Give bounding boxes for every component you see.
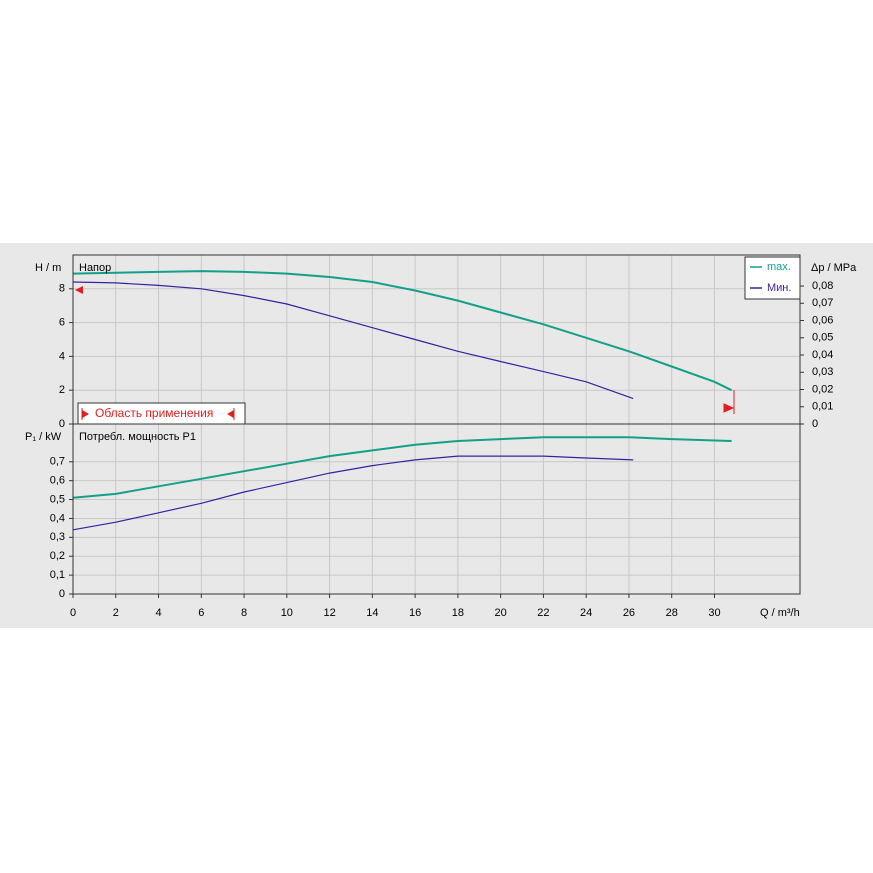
x-tick-label: 14: [366, 607, 378, 619]
y-tick-label: 0,7: [50, 456, 65, 468]
x-tick-label: 6: [198, 607, 204, 619]
y2-tick-label: 0,06: [812, 314, 833, 326]
y2-tick-label: 0,01: [812, 401, 833, 413]
x-tick-label: 18: [452, 607, 464, 619]
x-tick-label: 24: [580, 607, 592, 619]
series-line: [72, 281, 634, 400]
annotation: Область применения: [95, 406, 213, 420]
series-line: [72, 436, 732, 499]
x-tick-label: 12: [323, 607, 335, 619]
y-tick-label: 0,3: [50, 531, 65, 543]
y-tick-label: 0: [59, 588, 65, 600]
legend: [744, 256, 801, 300]
x-tick-label: 2: [113, 607, 119, 619]
range-marker-right: [723, 390, 735, 414]
y-axis-label: P₁ / kW: [25, 431, 62, 443]
y-tick-label: 0,4: [50, 512, 65, 524]
x-tick-label: 30: [708, 607, 720, 619]
legend-items: max. Мин.: [750, 261, 791, 294]
y-tick-label: 0: [59, 418, 65, 430]
y-tick-label: 0,5: [50, 493, 65, 505]
x-tick-label: 22: [537, 607, 549, 619]
y-tick-label: 0,6: [50, 475, 65, 487]
y-axis-label: H / m: [35, 262, 61, 274]
y2-tick-label: 0,03: [812, 366, 833, 378]
y2-tick-label: 0,02: [812, 383, 833, 395]
x-tick-label: 26: [623, 607, 635, 619]
panel-title: Напор: [79, 262, 111, 274]
y2-tick-label: 0,07: [812, 297, 833, 309]
x-tick-label: 4: [155, 607, 161, 619]
x-tick-label: 28: [666, 607, 678, 619]
y-tick-label: 0,2: [50, 550, 65, 562]
annotation-arrows: [81, 408, 235, 420]
y-tick-label: 4: [59, 350, 65, 362]
series-line: [72, 270, 733, 392]
y2-axis-label: Δp / MPa: [811, 262, 857, 274]
x-axis-label: Q / m³/h: [760, 607, 800, 619]
y2-tick-label: 0,04: [812, 349, 833, 361]
x-tick-label: 10: [281, 607, 293, 619]
y2-tick-label: 0: [812, 418, 818, 430]
legend-label: Мин.: [767, 282, 791, 294]
bottom-frame: [72, 423, 801, 595]
y-tick-label: 2: [59, 384, 65, 396]
x-tick-label: 8: [241, 607, 247, 619]
series-line: [72, 455, 634, 531]
y2-tick-label: 0,05: [812, 332, 833, 344]
annotation-box: [77, 402, 246, 425]
y-tick-label: 6: [59, 317, 65, 329]
x-tick-label: 20: [495, 607, 507, 619]
marks: [72, 270, 733, 531]
y-tick-label: 8: [59, 283, 65, 295]
x-tick-label: 0: [70, 607, 76, 619]
x-tick-label: 16: [409, 607, 421, 619]
panel-title: Потребл. мощность P1: [79, 431, 196, 443]
y2-tick-label: 0,08: [812, 280, 833, 292]
range-marker-left: [75, 286, 83, 294]
legend-label: max.: [767, 261, 791, 273]
y-tick-label: 0,1: [50, 569, 65, 581]
